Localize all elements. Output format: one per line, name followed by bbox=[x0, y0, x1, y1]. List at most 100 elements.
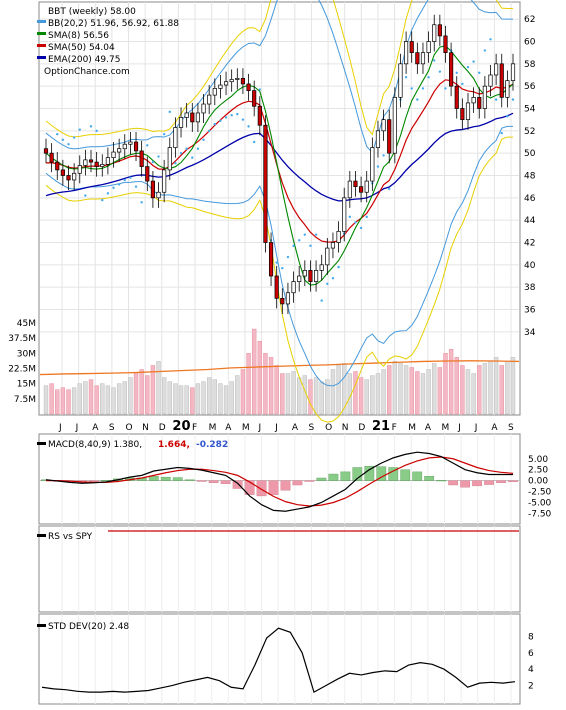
sar-dot bbox=[376, 165, 380, 168]
candle-up bbox=[319, 264, 324, 271]
candle-up bbox=[72, 172, 77, 181]
volume-tick-label: 22.5M bbox=[8, 365, 36, 375]
watermark: OptionChance.com bbox=[44, 67, 130, 77]
macd-histogram-bar bbox=[220, 480, 231, 484]
macd-histogram-bar bbox=[232, 480, 243, 489]
candle-up bbox=[201, 103, 206, 114]
candle-up bbox=[398, 63, 403, 98]
sar-dot bbox=[286, 255, 290, 259]
macd-histogram-bar bbox=[244, 480, 255, 495]
candle-up bbox=[336, 230, 341, 243]
candle-up bbox=[122, 143, 127, 150]
candle-down bbox=[263, 124, 268, 243]
volume-bar bbox=[370, 375, 375, 415]
sar-dot bbox=[303, 233, 307, 236]
candle-down bbox=[454, 85, 459, 109]
candle-up bbox=[162, 169, 167, 193]
candle-up bbox=[178, 117, 184, 128]
sar-dot bbox=[78, 128, 81, 131]
sar-dot bbox=[146, 144, 149, 147]
candle-down bbox=[387, 119, 392, 154]
candle-up bbox=[505, 80, 510, 98]
volume-bar bbox=[319, 381, 324, 415]
month-label: J bbox=[474, 423, 478, 433]
volume-bar bbox=[353, 371, 358, 415]
volume-bar bbox=[223, 385, 229, 415]
volume-bar bbox=[454, 357, 459, 415]
volume-bar bbox=[83, 381, 88, 415]
stddev-plot bbox=[41, 627, 516, 694]
sar-dot bbox=[433, 59, 436, 62]
sar-dot bbox=[348, 215, 352, 219]
price-tick-label: 44 bbox=[524, 216, 536, 226]
volume-bar bbox=[88, 379, 94, 415]
sar-dot bbox=[472, 60, 475, 63]
macd-histogram-bar bbox=[160, 476, 171, 481]
month-label: A bbox=[425, 423, 432, 433]
price-tick-label: 58 bbox=[524, 60, 536, 70]
price-tick-label: 48 bbox=[524, 172, 536, 182]
month-label: J bbox=[457, 423, 461, 433]
candle-down bbox=[415, 52, 420, 65]
candle-down bbox=[139, 150, 144, 167]
candle-up bbox=[207, 94, 212, 105]
volume-bar bbox=[398, 363, 403, 415]
volume-bar bbox=[43, 385, 49, 415]
candle-down bbox=[274, 275, 279, 299]
candle-down bbox=[477, 96, 482, 109]
sar-dot bbox=[461, 82, 464, 86]
volume-bar bbox=[263, 353, 268, 415]
sar-dot bbox=[444, 87, 447, 90]
candle-up bbox=[364, 180, 369, 193]
macd-histogram-bar bbox=[148, 476, 159, 481]
sar-dot bbox=[275, 261, 278, 264]
candle-up bbox=[325, 247, 330, 266]
sar-dot bbox=[292, 244, 295, 248]
volume-bar bbox=[460, 365, 465, 415]
sar-dot bbox=[95, 129, 98, 133]
month-label: D bbox=[358, 423, 365, 433]
volume-tick-label: 30M bbox=[17, 349, 36, 359]
candle-up bbox=[302, 270, 307, 277]
price-tick-label: 56 bbox=[524, 82, 536, 92]
month-label: S bbox=[508, 423, 514, 433]
volume-bar bbox=[387, 365, 392, 415]
candle-down bbox=[240, 77, 246, 85]
volume-tick-label: 37.5M bbox=[8, 334, 36, 344]
volume-bar bbox=[471, 373, 476, 415]
month-label: M bbox=[209, 423, 217, 433]
month-label: N bbox=[142, 423, 149, 433]
volume-bar bbox=[510, 357, 516, 415]
macd-histogram-bar bbox=[496, 480, 506, 484]
volume-bar bbox=[375, 373, 381, 415]
volume-bar bbox=[145, 375, 150, 415]
candle-up bbox=[156, 191, 161, 199]
sma50-line bbox=[45, 79, 514, 243]
candle-down bbox=[443, 35, 448, 54]
candle-up bbox=[488, 74, 493, 87]
price-tick-label: 60 bbox=[524, 38, 536, 48]
macd-signal-line bbox=[46, 456, 514, 507]
sar-dot bbox=[191, 156, 194, 159]
sar-dot bbox=[365, 215, 368, 219]
macd-histogram-bar bbox=[352, 467, 363, 481]
price-tick-label: 40 bbox=[524, 261, 536, 271]
macd-value-2: 1.664, bbox=[158, 440, 190, 450]
volume-bar bbox=[251, 328, 257, 415]
sar-dot bbox=[129, 176, 132, 179]
volume-bar bbox=[342, 363, 347, 415]
sar-dot bbox=[61, 138, 65, 141]
sar-dot bbox=[281, 266, 284, 270]
volume-bar bbox=[111, 387, 116, 415]
candle-down bbox=[190, 112, 195, 123]
volume-bar bbox=[201, 381, 206, 415]
macd-plot bbox=[40, 451, 519, 512]
month-label: M bbox=[441, 423, 449, 433]
overlays bbox=[45, 0, 515, 423]
candle-up bbox=[117, 148, 122, 153]
volume-bars bbox=[39, 328, 520, 415]
volume-bar bbox=[280, 373, 285, 415]
volume-bar bbox=[308, 379, 313, 415]
volume-bar bbox=[206, 377, 212, 415]
volume-bar bbox=[133, 373, 139, 415]
